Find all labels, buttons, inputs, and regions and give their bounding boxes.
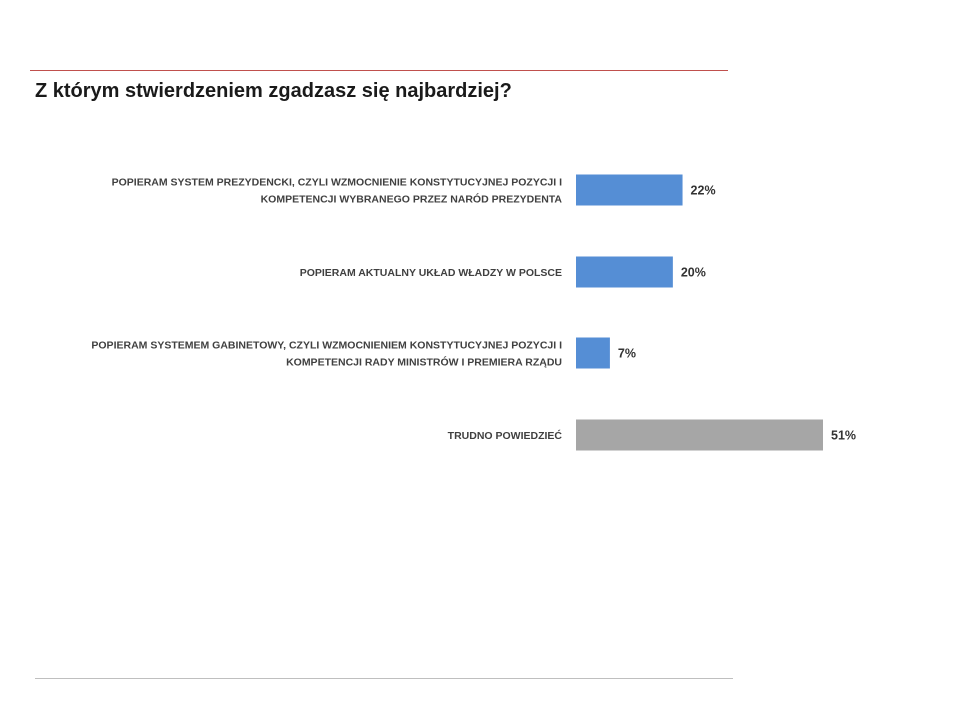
value-label-1: 22% — [691, 184, 716, 198]
value-label-4: 51% — [831, 429, 856, 443]
category-label-line: KOMPETENCJI WYBRANEGO PRZEZ NARÓD PREZYD… — [261, 193, 563, 206]
value-label-2: 20% — [681, 266, 706, 280]
bar-3 — [576, 337, 610, 369]
bar-4 — [576, 419, 823, 451]
category-label-line: POPIERAM SYSTEMEM GABINETOWY, CZYLI WZMO… — [91, 340, 562, 352]
bottom-divider — [35, 678, 733, 679]
category-label-3: POPIERAM SYSTEMEM GABINETOWY, CZYLI WZMO… — [91, 340, 562, 369]
category-label-4: TRUDNO POWIEDZIEĆ — [448, 429, 563, 442]
category-label-1: POPIERAM SYSTEM PREZYDENCKI, CZYLI WZMOC… — [112, 177, 563, 206]
category-label-line: POPIERAM AKTUALNY UKŁAD WŁADZY W POLSCE — [300, 267, 562, 279]
category-label-2: POPIERAM AKTUALNY UKŁAD WŁADZY W POLSCE — [300, 267, 562, 279]
category-label-line: POPIERAM SYSTEM PREZYDENCKI, CZYLI WZMOC… — [112, 177, 562, 189]
category-label-line: TRUDNO POWIEDZIEĆ — [448, 429, 563, 442]
bar-2 — [576, 256, 673, 288]
value-label-3: 7% — [618, 347, 636, 361]
chart-title: Z którym stwierdzeniem zgadzasz się najb… — [35, 80, 512, 102]
bar-1 — [576, 174, 683, 206]
category-label-line: KOMPETENCJI RADY MINISTRÓW I PREMIERA RZ… — [286, 356, 562, 369]
top-divider — [30, 70, 728, 71]
